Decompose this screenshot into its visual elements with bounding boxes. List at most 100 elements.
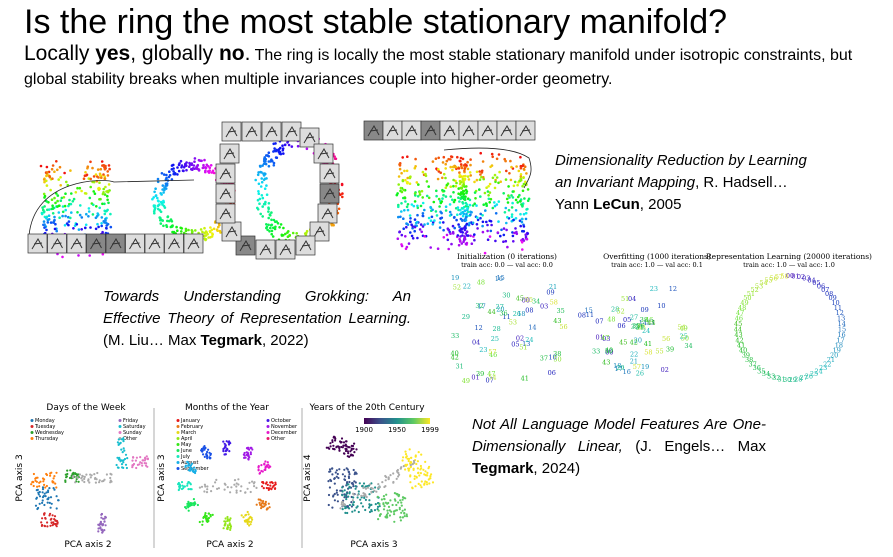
pca-point (344, 478, 347, 482)
grok-panel-1-title: Initialization (0 iterations) (457, 252, 557, 261)
pca-point (325, 446, 328, 449)
embedding-point (263, 156, 266, 159)
embedding-point (84, 226, 87, 230)
embedding-point (526, 199, 530, 202)
embedding-point (192, 164, 196, 167)
embedding-point (47, 214, 51, 217)
thumbnail-shape (519, 125, 532, 137)
months-xlabel: PCA axis 2 (206, 540, 253, 550)
embedding-point (58, 216, 61, 219)
pca-point (251, 480, 254, 483)
legend-marker (266, 437, 270, 440)
pca-point (235, 489, 238, 492)
thumbnail-shape (219, 208, 232, 220)
grok-point-label: 01 (471, 373, 479, 381)
pca-point (424, 470, 427, 473)
pca-point (206, 488, 209, 491)
grok-point-label: 42 (735, 336, 743, 344)
citation-liu-bold: Tegmark (200, 332, 262, 349)
citation-engels-title: Not All Language Model Features Are One-… (472, 416, 766, 455)
embedding-point (414, 165, 417, 168)
pca-point (184, 506, 187, 509)
embedding-point (270, 211, 273, 214)
grok-point-label: 36 (636, 322, 644, 330)
grok-panel-2-title: Overfitting (1000 iterations) (603, 252, 711, 261)
embedding-point (461, 214, 465, 218)
embedding-point (466, 206, 469, 210)
pca-point (237, 478, 240, 481)
pca-point (352, 468, 355, 472)
embedding-point (50, 198, 54, 201)
embedding-point (412, 204, 416, 208)
grok-point-label: 25 (491, 335, 499, 343)
legend-marker (118, 425, 122, 428)
grok-point-label: 33 (592, 347, 600, 355)
pca-point (244, 514, 247, 517)
embedding-point (95, 175, 99, 178)
embedding-point (406, 208, 410, 212)
grok-point-label: 01 (596, 334, 604, 342)
embedding-point (510, 215, 514, 219)
embedding-point (153, 204, 157, 207)
pca-point (360, 502, 363, 505)
embedding-point (506, 215, 509, 219)
embedding-point (436, 177, 440, 181)
embedding-point (257, 182, 261, 186)
embedding-point (479, 216, 482, 220)
grok-point-label: 02 (661, 366, 669, 374)
embedding-point (282, 226, 285, 230)
pca-point (394, 509, 397, 512)
embedding-point (498, 170, 501, 174)
grok-point-label: 08 (825, 290, 833, 298)
embedding-point (397, 205, 400, 209)
embedding-point (45, 174, 48, 178)
grok-point-label: 57 (633, 363, 641, 371)
pca-point (50, 521, 53, 524)
embedding-point (453, 226, 457, 230)
embedding-point (523, 165, 527, 168)
embedding-point (106, 174, 110, 177)
legend-label: November (271, 424, 298, 430)
embedding-point (210, 228, 214, 232)
grok-point-label: 38 (640, 316, 648, 324)
embedding-point (465, 230, 469, 233)
pca-point (109, 472, 112, 475)
pca-point (332, 444, 335, 447)
pca-point (65, 476, 68, 479)
grok-point-label: 50 (553, 356, 561, 364)
embedding-point (405, 169, 409, 173)
embedding-point (263, 187, 267, 190)
embedding-point (515, 165, 518, 168)
pca-point (237, 483, 240, 486)
pca-point (41, 501, 44, 504)
pca-point (334, 439, 337, 442)
grok-point-label: 11 (834, 304, 842, 312)
embedding-point (82, 177, 86, 180)
embedding-point (55, 160, 58, 163)
embedding-point (191, 230, 194, 233)
embedding-point (462, 189, 466, 193)
embedding-point (204, 166, 208, 170)
subtitle-yes: yes (95, 42, 131, 65)
embedding-point (519, 212, 522, 216)
thumbnail-shape (462, 125, 475, 137)
embedding-point (458, 171, 461, 174)
embedding-point (69, 216, 72, 220)
pca-point (49, 512, 52, 515)
grok-point-label: 37 (540, 355, 548, 363)
pca-point (342, 444, 345, 447)
embedding-point (187, 228, 190, 232)
embedding-point (91, 213, 95, 216)
embedding-point (466, 175, 470, 178)
embedding-point (524, 217, 528, 221)
pca-point (408, 448, 411, 451)
pca-point (261, 485, 264, 488)
pca-point (376, 505, 380, 508)
embedding-point (511, 201, 514, 205)
embedding-point (258, 202, 261, 205)
pca-point (340, 437, 344, 440)
pca-point (34, 479, 37, 482)
pca-point (140, 462, 143, 465)
pca-point (378, 502, 381, 506)
embedding-point (480, 175, 483, 179)
